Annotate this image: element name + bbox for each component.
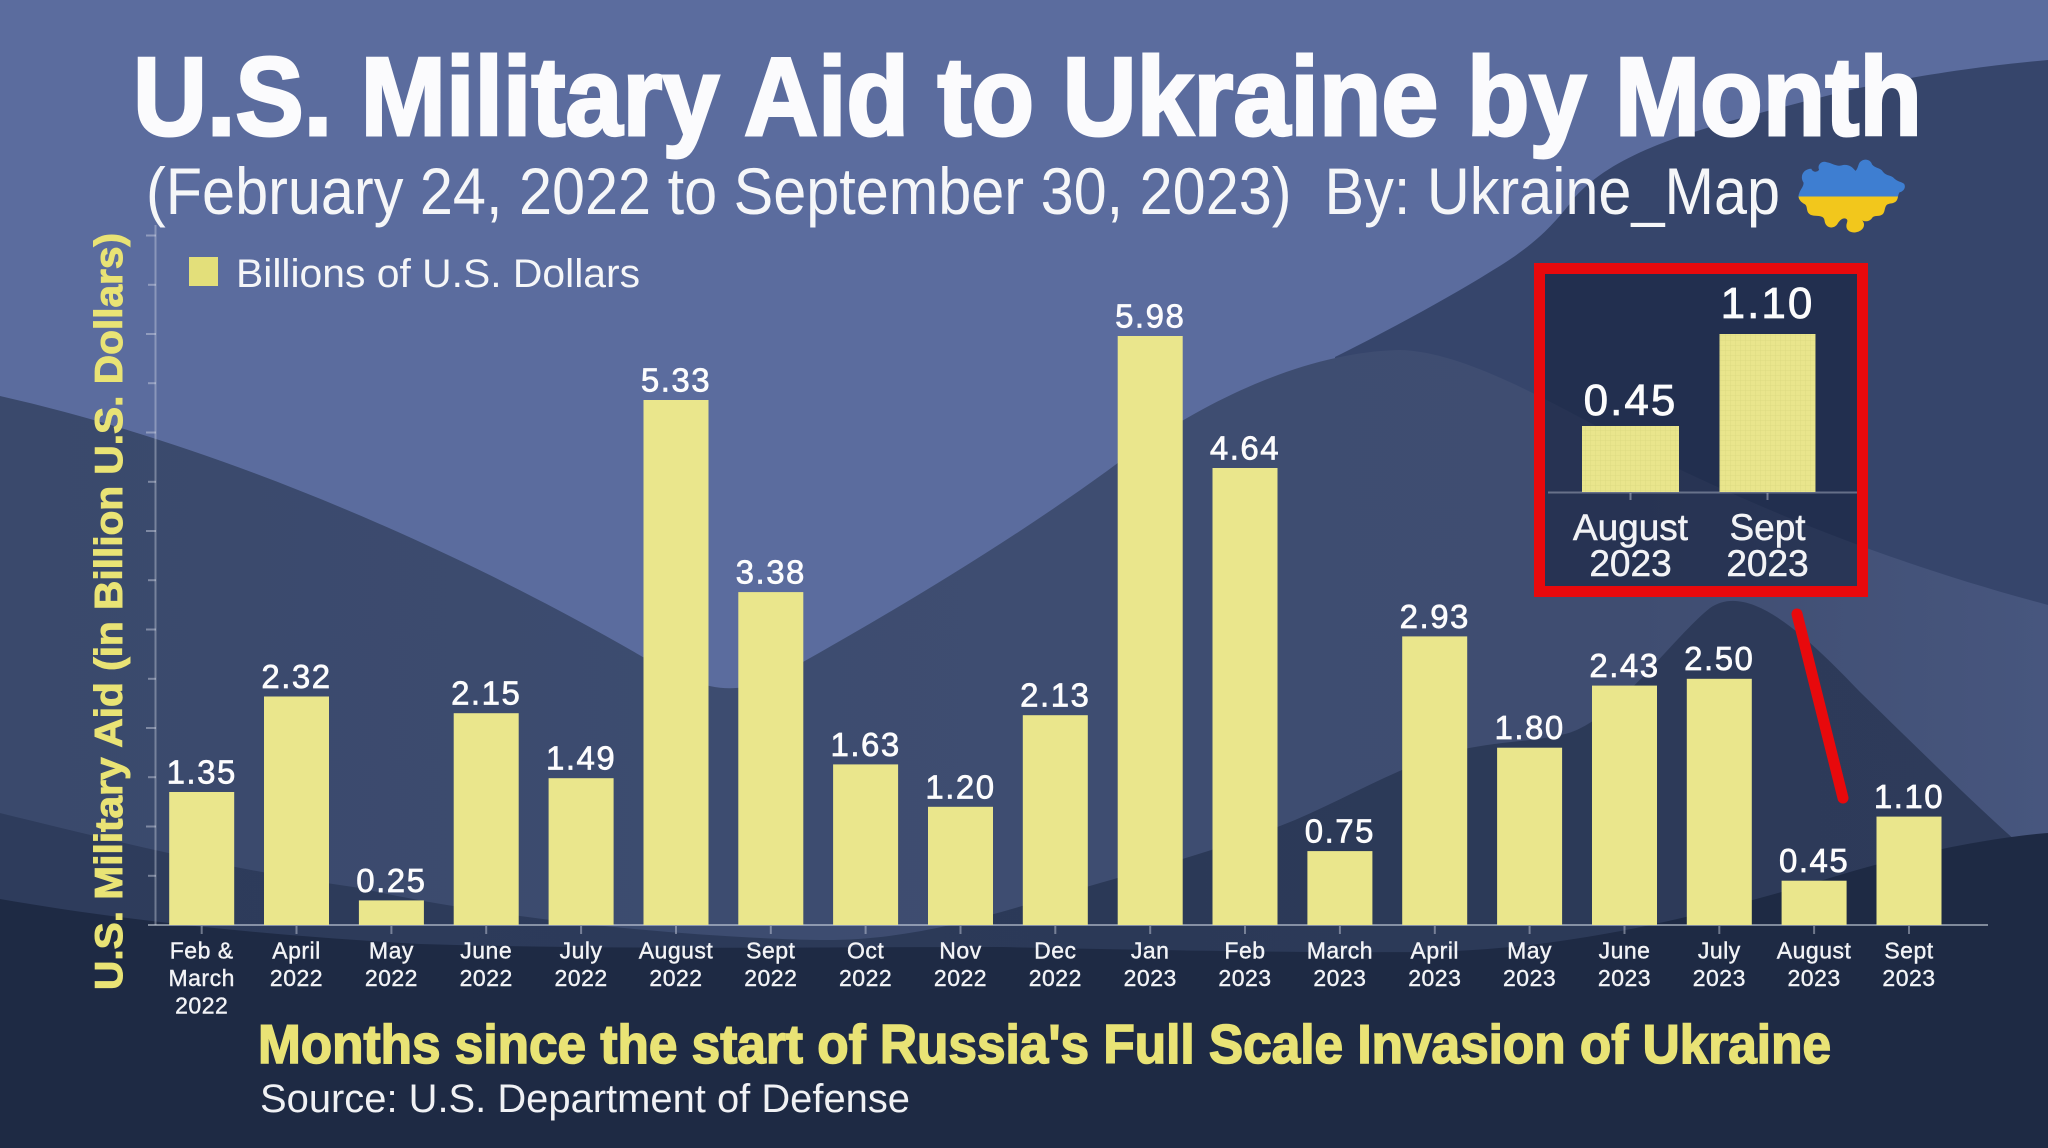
svg-text:Feb &: Feb & (170, 938, 234, 964)
svg-text:2023: 2023 (1693, 965, 1746, 991)
svg-text:2023: 2023 (1788, 965, 1841, 991)
svg-text:2022: 2022 (649, 965, 702, 991)
svg-text:2023: 2023 (1598, 965, 1651, 991)
svg-text:2.32: 2.32 (261, 658, 331, 695)
svg-text:2022: 2022 (744, 965, 797, 991)
svg-text:2023: 2023 (1503, 965, 1556, 991)
svg-text:0.75: 0.75 (1305, 813, 1375, 850)
svg-text:1.20: 1.20 (925, 768, 995, 805)
svg-text:2.13: 2.13 (1020, 677, 1090, 714)
svg-text:2022: 2022 (365, 965, 418, 991)
svg-text:August: August (1777, 938, 1852, 964)
svg-text:(February 24, 2022 to Septembe: (February 24, 2022 to September 30, 2023… (146, 154, 1780, 228)
svg-text:1.80: 1.80 (1494, 709, 1564, 746)
svg-text:Source: U.S. Department of Def: Source: U.S. Department of Defense (260, 1077, 910, 1121)
svg-text:U.S. Military Aid to Ukraine b: U.S. Military Aid to Ukraine by Month (133, 35, 1922, 159)
svg-text:Dec: Dec (1034, 938, 1076, 964)
svg-text:3.38: 3.38 (736, 554, 806, 591)
svg-text:2022: 2022 (555, 965, 608, 991)
svg-text:2022: 2022 (175, 993, 228, 1019)
svg-text:Nov: Nov (939, 938, 981, 964)
svg-text:5.98: 5.98 (1115, 298, 1185, 335)
svg-text:4.64: 4.64 (1210, 430, 1280, 467)
svg-text:Months since the start of Russ: Months since the start of Russia's Full … (258, 1013, 1831, 1075)
svg-text:2022: 2022 (1029, 965, 1082, 991)
svg-text:1.10: 1.10 (1721, 279, 1815, 328)
svg-text:May: May (369, 938, 414, 964)
svg-text:June: June (1599, 938, 1651, 964)
svg-text:2023: 2023 (1218, 965, 1271, 991)
svg-text:2.15: 2.15 (451, 675, 521, 712)
svg-text:July: July (1698, 938, 1741, 964)
svg-text:Sept: Sept (746, 938, 795, 964)
svg-text:2023: 2023 (1882, 965, 1935, 991)
svg-text:2023: 2023 (1408, 965, 1461, 991)
svg-text:August: August (1573, 507, 1689, 548)
svg-text:2.93: 2.93 (1400, 598, 1470, 635)
svg-text:April: April (272, 938, 321, 964)
svg-text:2.43: 2.43 (1589, 647, 1659, 684)
svg-text:0.45: 0.45 (1584, 376, 1678, 425)
svg-text:2023: 2023 (1589, 543, 1671, 584)
svg-text:March: March (168, 965, 234, 991)
svg-text:1.35: 1.35 (167, 754, 237, 791)
svg-text:Billions of U.S. Dollars: Billions of U.S. Dollars (236, 252, 640, 296)
svg-text:1.63: 1.63 (830, 726, 900, 763)
svg-text:Oct: Oct (847, 938, 884, 964)
svg-text:Feb: Feb (1224, 938, 1265, 964)
svg-text:1.49: 1.49 (546, 740, 616, 777)
svg-text:2.50: 2.50 (1684, 640, 1754, 677)
svg-text:2022: 2022 (460, 965, 513, 991)
svg-text:2022: 2022 (270, 965, 323, 991)
svg-text:2023: 2023 (1313, 965, 1366, 991)
svg-text:2022: 2022 (839, 965, 892, 991)
svg-text:June: June (460, 938, 512, 964)
svg-text:August: August (639, 938, 714, 964)
svg-text:Sept: Sept (1884, 938, 1933, 964)
svg-text:2023: 2023 (1726, 543, 1808, 584)
svg-text:April: April (1411, 938, 1460, 964)
svg-text:5.33: 5.33 (641, 362, 711, 399)
svg-text:2022: 2022 (934, 965, 987, 991)
svg-text:0.25: 0.25 (356, 862, 426, 899)
svg-text:U.S. Military Aid (in Billion: U.S. Military Aid (in Billion U.S. Dolla… (88, 233, 131, 990)
svg-text:May: May (1507, 938, 1552, 964)
svg-text:March: March (1307, 938, 1373, 964)
svg-text:2023: 2023 (1124, 965, 1177, 991)
svg-text:0.45: 0.45 (1779, 842, 1849, 879)
svg-text:July: July (560, 938, 603, 964)
svg-text:1.10: 1.10 (1874, 778, 1944, 815)
svg-text:Jan: Jan (1131, 938, 1170, 964)
svg-text:Sept: Sept (1729, 507, 1806, 548)
